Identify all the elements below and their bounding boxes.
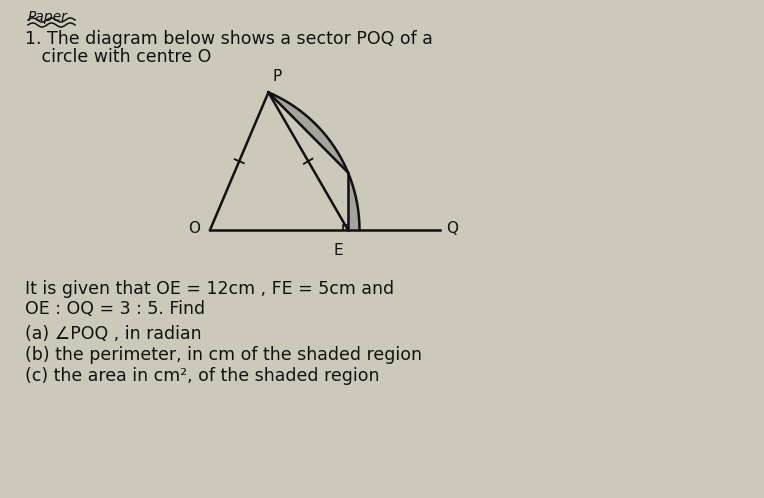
Text: OE : OQ = 3 : 5. Find: OE : OQ = 3 : 5. Find (25, 300, 205, 318)
Polygon shape (268, 93, 440, 230)
Text: Paper: Paper (28, 10, 68, 24)
Text: circle with centre O: circle with centre O (25, 48, 212, 66)
Text: P: P (273, 69, 282, 84)
Text: 1. The diagram below shows a sector POQ of a: 1. The diagram below shows a sector POQ … (25, 30, 433, 48)
Text: Q: Q (446, 221, 458, 236)
Text: (b) the perimeter, in cm of the shaded region: (b) the perimeter, in cm of the shaded r… (25, 346, 422, 364)
Text: O: O (188, 221, 200, 236)
Text: (a) ∠POQ , in radian: (a) ∠POQ , in radian (25, 325, 202, 343)
Text: (c) the area in cm², of the shaded region: (c) the area in cm², of the shaded regio… (25, 367, 380, 385)
Text: It is given that OE = 12cm , FE = 5cm and: It is given that OE = 12cm , FE = 5cm an… (25, 280, 394, 298)
Text: E: E (333, 243, 343, 258)
